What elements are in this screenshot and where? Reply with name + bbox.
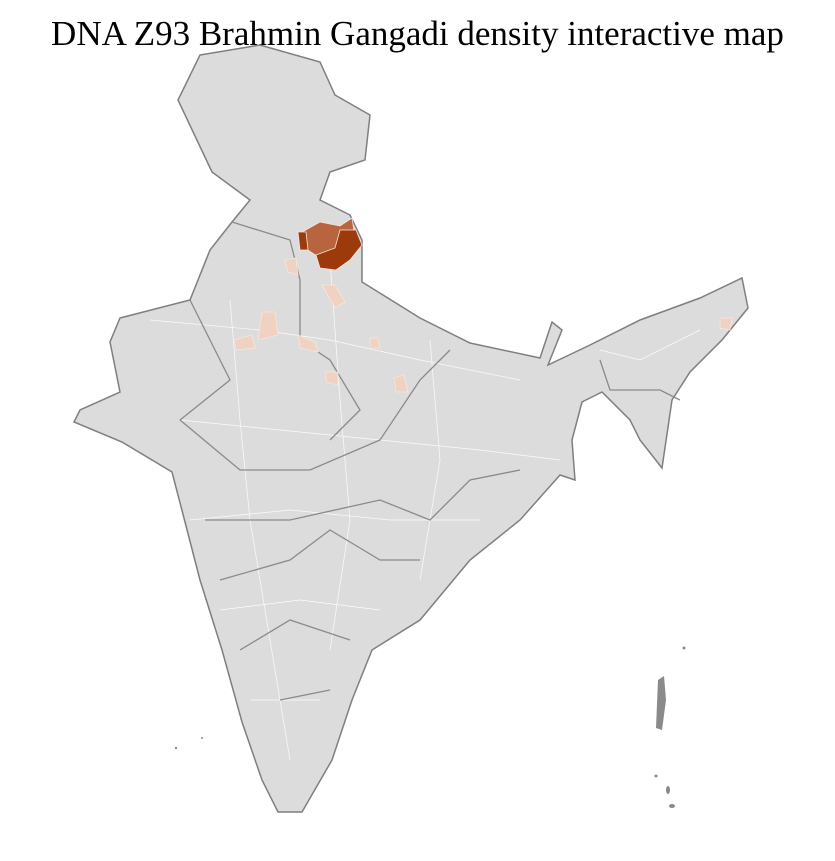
andaman-nicobar-islands [654,646,686,808]
region-low-density[interactable] [233,334,256,351]
region-low-density[interactable] [369,337,381,349]
density-regions[interactable] [233,217,733,393]
region-high-density[interactable] [297,231,309,251]
region-low-density[interactable] [393,374,409,393]
map-title: DNA Z93 Brahmin Gangadi density interact… [51,14,784,53]
region-low-density[interactable] [719,317,733,331]
region-low-density[interactable] [325,371,339,386]
region-low-density[interactable] [321,284,346,309]
region-low-density[interactable] [297,334,319,353]
lakshadweep-islands [174,737,203,750]
region-high-density[interactable] [315,229,363,271]
india-outline[interactable] [72,44,749,813]
region-low-density[interactable] [284,257,299,276]
region-low-density[interactable] [257,311,279,341]
